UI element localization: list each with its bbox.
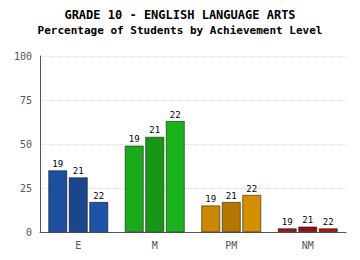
svg-text:75: 75 [20,95,32,106]
svg-text:21: 21 [302,215,313,225]
svg-text:22: 22 [323,217,334,227]
svg-text:100: 100 [14,51,32,62]
svg-text:25: 25 [20,183,32,194]
svg-text:22: 22 [246,184,257,194]
svg-text:22: 22 [93,191,104,201]
svg-text:21: 21 [226,191,237,201]
svg-text:21: 21 [149,125,160,135]
svg-text:19: 19 [205,194,216,204]
svg-text:19: 19 [129,134,140,144]
svg-text:GRADE 10 - ENGLISH LANGUAGE AR: GRADE 10 - ENGLISH LANGUAGE ARTS [64,8,295,22]
svg-text:Percentage of Students by Achi: Percentage of Students by Achievement Le… [38,24,323,37]
svg-text:21: 21 [73,166,84,176]
svg-text:50: 50 [20,139,32,150]
svg-text:PM: PM [225,240,237,251]
svg-text:19: 19 [282,217,293,227]
svg-text:M: M [152,240,158,251]
svg-text:0: 0 [26,227,32,238]
svg-text:19: 19 [52,159,63,169]
svg-text:NM: NM [302,240,314,251]
svg-text:22: 22 [170,110,181,120]
svg-text:E: E [75,240,81,251]
